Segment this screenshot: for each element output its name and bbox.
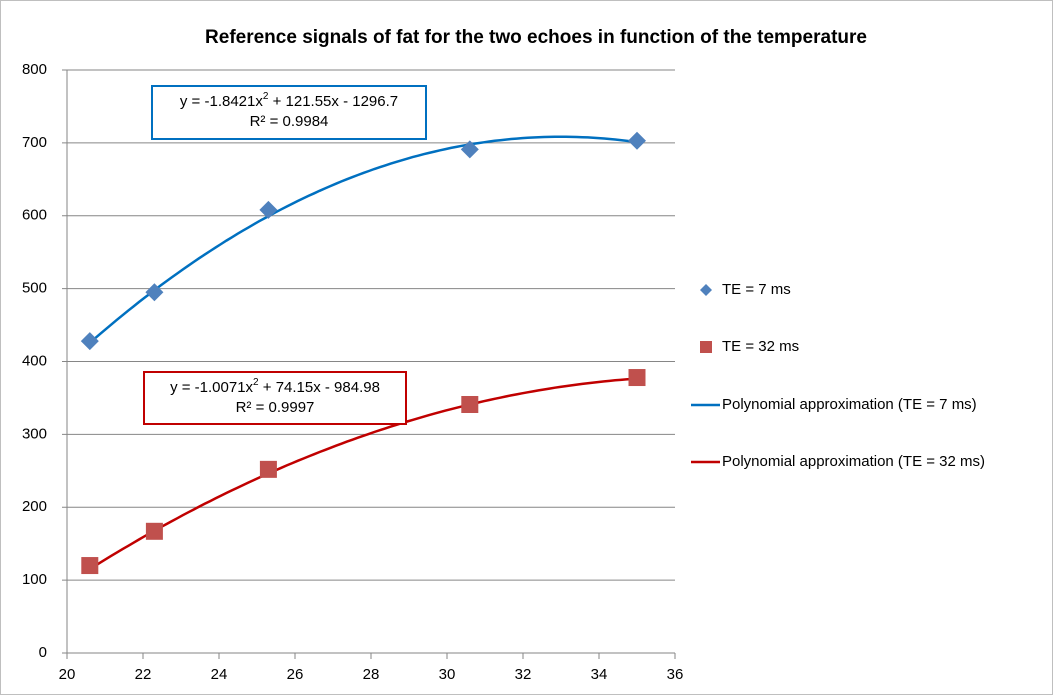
y-tick-label: 400 [22,352,47,369]
legend-marker [700,341,712,353]
y-tick-label: 200 [22,498,47,515]
data-point [259,460,277,478]
legend-marker [700,284,712,296]
data-point [461,395,479,413]
legend-label: Polynomial approximation (TE = 7 ms) [722,396,977,413]
r-squared: R² = 0.9984 [250,113,329,130]
equation-box [143,371,407,425]
data-point [628,369,646,387]
data-point [145,283,164,302]
x-tick-label: 24 [211,666,228,683]
x-tick-label: 22 [135,666,152,683]
trendline [89,377,638,571]
equation-part: y = -1.8421x [180,93,263,110]
x-tick-label: 30 [439,666,456,683]
equation-part: + 74.15x - 984.98 [259,379,380,396]
equation-power: 2 [253,377,259,388]
y-tick-label: 500 [22,280,47,297]
legend-label: Polynomial approximation (TE = 32 ms) [722,453,985,470]
x-tick-label: 26 [287,666,304,683]
data-point [80,332,99,351]
y-tick-label: 100 [22,571,47,588]
r-squared: R² = 0.9997 [236,399,315,416]
equation-part: y = -1.0071x [170,379,253,396]
chart-title: Reference signals of fat for the two ech… [205,27,867,48]
y-tick-label: 800 [22,61,47,78]
data-point [259,200,278,219]
x-tick-label: 36 [667,666,684,683]
data-point [628,131,646,150]
y-tick-label: 600 [22,207,47,224]
trendline [88,135,638,344]
y-tick-label: 300 [22,425,47,442]
y-tick-label: 700 [22,134,47,151]
equation: y = -1.8421x2 + 121.55x - 1296.7 [180,91,398,110]
data-point [460,140,479,159]
x-tick-label: 20 [59,666,76,683]
y-tick-label: 0 [39,644,47,661]
data-point [81,557,99,575]
equation-power: 2 [263,91,269,102]
equation-box [151,85,427,140]
x-tick-label: 34 [591,666,608,683]
data-point [145,522,163,540]
equation: y = -1.0071x2 + 74.15x - 984.98 [170,377,380,396]
x-tick-label: 32 [515,666,532,683]
x-tick-label: 28 [363,666,380,683]
legend-label: TE = 32 ms [722,338,799,355]
equation-part: + 121.55x - 1296.7 [268,93,398,110]
legend-label: TE = 7 ms [722,281,791,298]
